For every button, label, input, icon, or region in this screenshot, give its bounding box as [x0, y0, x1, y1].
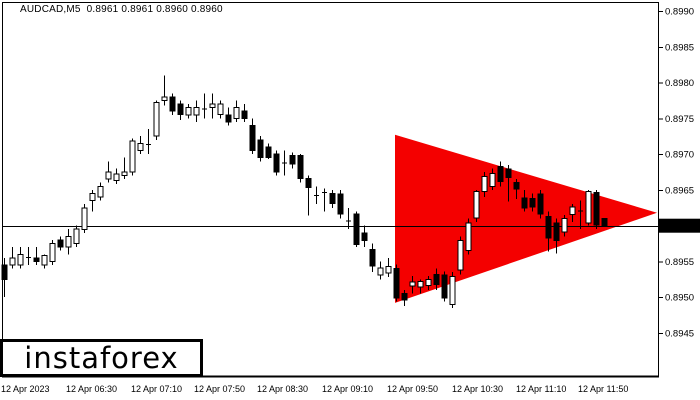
- candle-bear: [441, 274, 448, 299]
- time-axis-label: 12 Apr 10:30: [452, 384, 503, 394]
- candle-bull: [457, 240, 464, 271]
- candle-bear: [289, 155, 296, 165]
- candle-bear: [241, 110, 248, 119]
- candle-bear: [361, 232, 368, 242]
- candle-bull: [193, 107, 200, 116]
- candle-bull: [9, 257, 16, 266]
- candle-bear: [305, 177, 312, 189]
- price-tick-label: 0.8990: [665, 7, 694, 18]
- candle-bear: [329, 193, 336, 204]
- candle-bull: [73, 228, 80, 244]
- time-axis-label: 12 Apr 09:50: [387, 384, 438, 394]
- time-axis-label: 12 Apr 06:30: [66, 384, 117, 394]
- candle-bear: [225, 114, 232, 123]
- price-tick-label: 0.8980: [665, 78, 694, 89]
- price-tick-label: 0.8965: [665, 185, 694, 196]
- candle-bear: [505, 168, 512, 179]
- candle-bull: [425, 278, 432, 287]
- candle-bull: [49, 243, 56, 263]
- ohlc-quote-label: 0.8961 0.8961 0.8960 0.8960: [80, 4, 223, 15]
- candle-bear: [497, 165, 504, 182]
- candle-bear: [529, 198, 536, 208]
- candle-bear: [249, 125, 256, 151]
- candle-bull: [129, 140, 136, 173]
- candle-bull: [449, 276, 456, 305]
- candle-bear: [33, 257, 40, 262]
- price-tick-label: 0.8985: [665, 42, 694, 53]
- price-tick-label: 0.8975: [665, 114, 694, 125]
- chart-title: AUDCAD,M5 0.8961 0.8961 0.8960 0.8960: [20, 4, 223, 15]
- candle-bull: [409, 281, 416, 287]
- candle-bull: [137, 142, 144, 152]
- candle-bear: [593, 192, 600, 226]
- candle-bull: [41, 255, 48, 266]
- candle-bull: [17, 253, 24, 266]
- current-price-tag-label: 0.8960: [664, 221, 693, 232]
- candle-bear: [57, 239, 64, 248]
- candle-bull: [481, 175, 488, 192]
- candle-bear: [337, 193, 344, 215]
- candle-bull: [465, 222, 472, 252]
- candle-bull: [385, 266, 392, 274]
- candle-bull: [489, 172, 496, 187]
- candle-bear: [257, 139, 264, 159]
- candle-bear: [521, 197, 528, 209]
- candle-bull: [161, 96, 168, 102]
- current-price-tag: [659, 218, 700, 233]
- candle-bull: [569, 206, 576, 215]
- time-axis-label: 12 Apr 09:10: [322, 384, 373, 394]
- candle-bear: [545, 215, 552, 239]
- candle-bull: [65, 235, 72, 248]
- candle-bull: [561, 218, 568, 233]
- candle-bull: [113, 173, 120, 182]
- price-tick-label: 0.8945: [665, 329, 694, 340]
- candle-bull: [153, 102, 160, 137]
- candle-bull: [209, 103, 216, 109]
- candle-bear: [369, 248, 376, 267]
- candle-bull: [473, 190, 480, 219]
- candle-bull: [585, 190, 592, 224]
- symbol-period-label: AUDCAD,M5: [20, 4, 81, 15]
- candle-bull: [97, 185, 104, 198]
- candle-bull: [185, 107, 192, 116]
- candle-bull: [89, 193, 96, 202]
- candle-bull: [121, 171, 128, 177]
- time-axis-label: 12 Apr 11:50: [578, 384, 628, 394]
- price-tick-label: 0.8970: [665, 150, 694, 161]
- candle-bear: [353, 213, 360, 245]
- candle-bull: [81, 207, 88, 230]
- candle-bear: [297, 155, 304, 179]
- candle-bear: [169, 96, 176, 112]
- candle-bull: [217, 103, 224, 116]
- candle-bear: [553, 222, 560, 242]
- candle-bull: [105, 171, 112, 180]
- price-tick-label: 0.8955: [665, 257, 694, 268]
- candle-bear: [393, 268, 400, 299]
- candle-bear: [537, 193, 544, 215]
- time-axis-label: 12 Apr 11:10: [516, 384, 566, 394]
- candle-bear: [601, 218, 608, 227]
- broker-logo: instaforex: [0, 339, 203, 377]
- price-tick-label: 0.8950: [665, 293, 694, 304]
- candle-bull: [377, 267, 384, 276]
- time-axis-label: 12 Apr 08:30: [257, 384, 308, 394]
- candle-bear: [433, 273, 440, 285]
- time-axis-label: 12 Apr 07:50: [194, 384, 245, 394]
- candle-bear: [401, 293, 408, 301]
- candle-bull: [233, 107, 240, 119]
- time-axis-label: 12 Apr 07:10: [131, 384, 182, 394]
- candle-bear: [177, 103, 184, 116]
- candle-bull: [417, 281, 424, 288]
- candle-bear: [513, 182, 520, 190]
- candle-bear: [265, 146, 272, 159]
- time-axis-label: 12 Apr 2023: [1, 384, 50, 394]
- candle-bear: [273, 153, 280, 173]
- broker-logo-text: instaforex: [24, 341, 179, 375]
